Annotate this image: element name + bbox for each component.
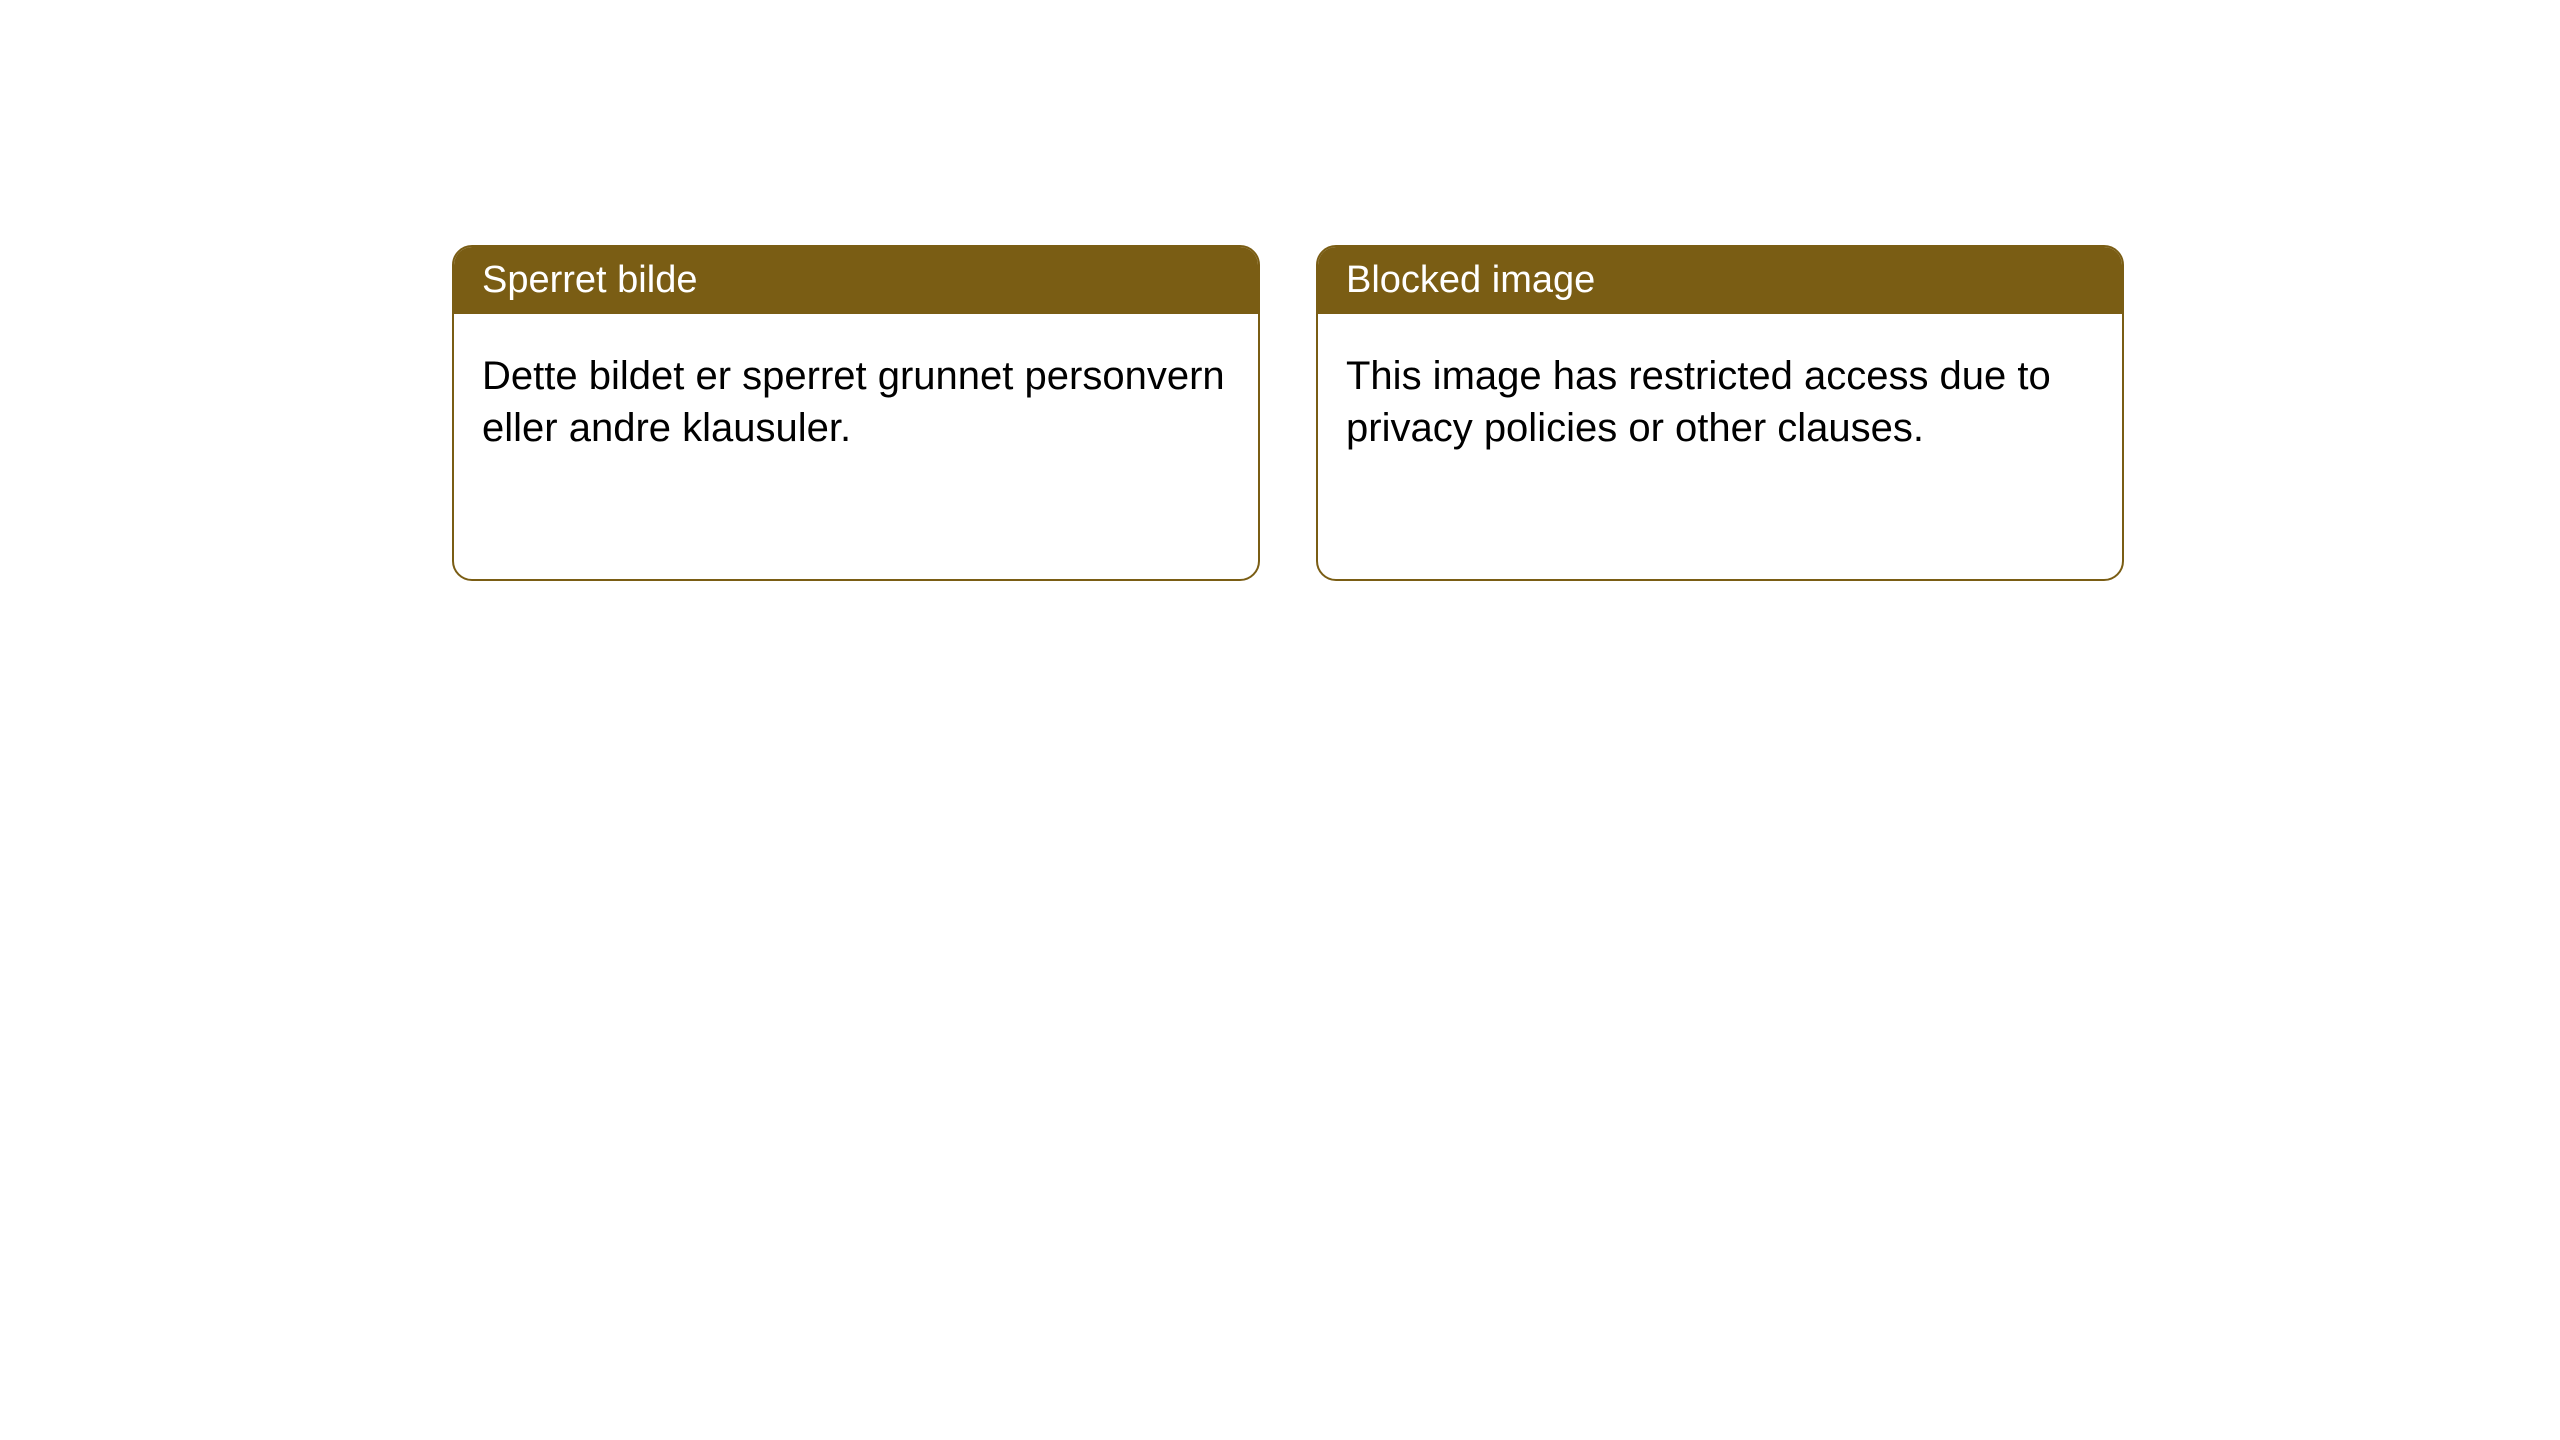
card-header-text: Sperret bilde — [482, 259, 697, 301]
card-header-text: Blocked image — [1346, 259, 1595, 301]
card-body-text: Dette bildet er sperret grunnet personve… — [482, 354, 1225, 450]
blocked-image-card-en: Blocked image This image has restricted … — [1316, 245, 2124, 581]
card-body-text: This image has restricted access due to … — [1346, 354, 2051, 450]
notice-container: Sperret bilde Dette bildet er sperret gr… — [0, 0, 2560, 581]
card-body-no: Dette bildet er sperret grunnet personve… — [454, 314, 1258, 490]
card-body-en: This image has restricted access due to … — [1318, 314, 2122, 490]
blocked-image-card-no: Sperret bilde Dette bildet er sperret gr… — [452, 245, 1260, 581]
card-header-en: Blocked image — [1318, 247, 2122, 314]
card-header-no: Sperret bilde — [454, 247, 1258, 314]
